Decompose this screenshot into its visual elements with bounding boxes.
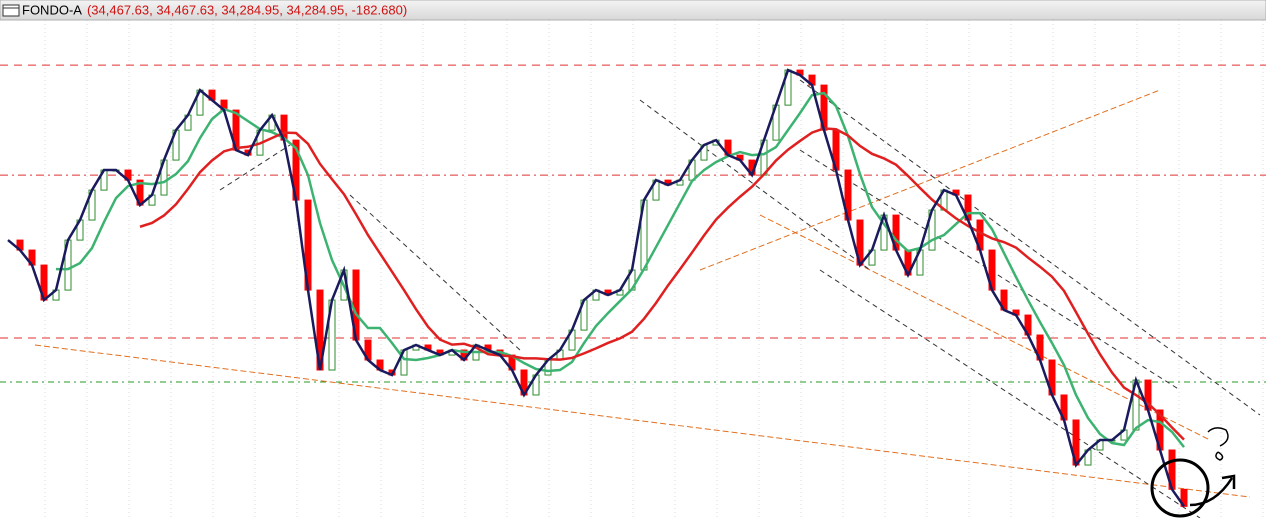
plot-area bbox=[7, 68, 1188, 508]
chart-title: FONDO-A bbox=[22, 2, 82, 17]
chart-subtitle: (34,467.63, 34,467.63, 34,284.95, 34,284… bbox=[87, 2, 407, 17]
levels bbox=[0, 64, 1266, 383]
grid bbox=[44, 20, 1264, 518]
moving-average bbox=[56, 91, 1185, 448]
window-icon bbox=[2, 4, 20, 17]
title-bar bbox=[0, 0, 1266, 21]
hand-drawing bbox=[1150, 427, 1236, 518]
price-line bbox=[7, 68, 1186, 508]
moving-average bbox=[139, 127, 1185, 441]
